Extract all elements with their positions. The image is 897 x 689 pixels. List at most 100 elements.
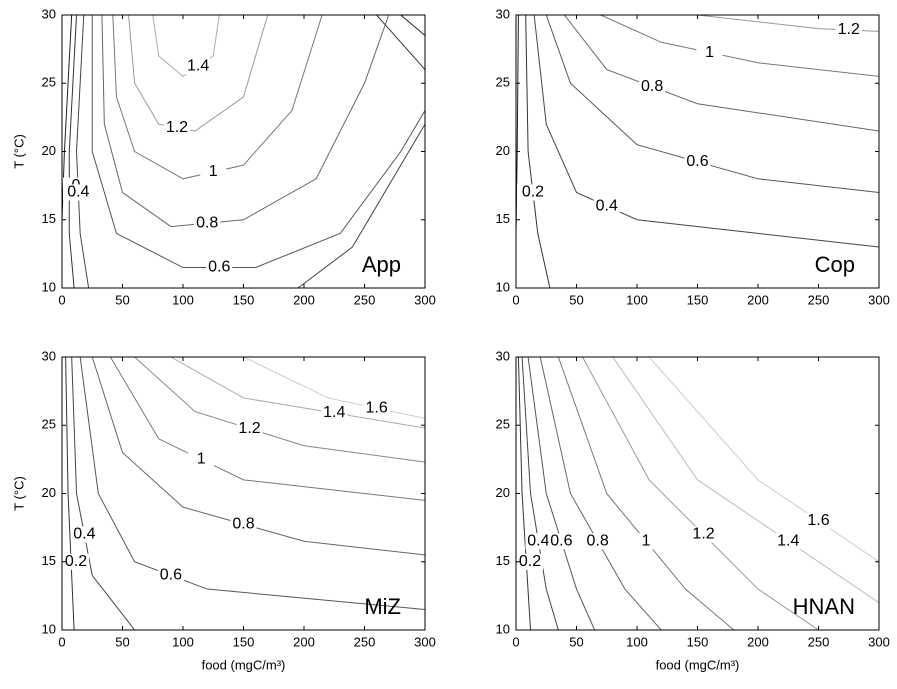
- plot-area: [62, 15, 425, 288]
- label-bg: [517, 553, 543, 570]
- label-bg: [65, 184, 92, 201]
- panel-name: HNAN: [793, 594, 855, 619]
- label-bg: [684, 153, 711, 170]
- label-bg: [548, 533, 575, 550]
- x-tick-label: 0: [512, 292, 519, 307]
- label-bg: [157, 567, 184, 584]
- panel-name: MiZ: [364, 594, 401, 619]
- x-tick-label: 200: [747, 634, 769, 649]
- x-tick-label: 50: [115, 292, 129, 307]
- contour-label: 1.4: [323, 404, 345, 421]
- x-tick-label: 150: [233, 292, 255, 307]
- contour-label: 1.2: [838, 21, 860, 38]
- contour-line: [564, 15, 879, 132]
- label-bg: [363, 400, 390, 417]
- label-bg: [185, 58, 212, 75]
- y-tick-label: 10: [42, 621, 56, 636]
- x-tick-label: 100: [626, 634, 648, 649]
- x-axis-label: food (mgC/m³): [202, 657, 286, 672]
- contour-label: 1.6: [365, 399, 387, 416]
- x-tick-label: 150: [687, 292, 709, 307]
- label-bg: [525, 533, 552, 550]
- label-bg: [639, 78, 666, 95]
- x-tick-label: 300: [868, 634, 890, 649]
- x-tick-label: 300: [414, 634, 436, 649]
- panel-name: App: [362, 252, 401, 277]
- contour-line: [62, 15, 425, 220]
- label-bg: [696, 44, 723, 61]
- contour-line: [517, 357, 532, 630]
- contour-label: 1.2: [238, 420, 260, 437]
- contour-label: 0.6: [160, 567, 182, 584]
- y-tick-label: 30: [42, 6, 56, 21]
- y-tick-label: 30: [496, 6, 510, 21]
- contour-line: [539, 357, 662, 630]
- y-tick-label: 15: [42, 211, 56, 226]
- contour-line: [527, 357, 596, 630]
- x-tick-label: 50: [115, 634, 129, 649]
- contour-label: 1.6: [807, 512, 829, 529]
- contour-line: [68, 15, 425, 288]
- contour-line: [109, 357, 425, 501]
- plot-area: [65, 357, 425, 630]
- x-tick-label: 50: [569, 634, 583, 649]
- contour-line: [557, 357, 735, 630]
- contour-line: [612, 357, 879, 604]
- contour-label: 1.4: [777, 532, 799, 549]
- contour-label: 0.4: [67, 184, 89, 201]
- y-tick-label: 20: [42, 143, 56, 158]
- contour-label: 0.6: [686, 153, 708, 170]
- contour-label: 0.8: [587, 532, 609, 549]
- y-tick-label: 10: [42, 279, 56, 294]
- label-bg: [633, 533, 660, 550]
- label-bg: [593, 198, 620, 215]
- y-axis-label: T (°C): [11, 134, 26, 169]
- contour-labels: 00.20.40.60.811.21.4: [63, 57, 233, 276]
- y-axis-label: T (°C): [11, 476, 26, 511]
- label-bg: [200, 163, 227, 180]
- y-tick-label: 20: [496, 143, 510, 158]
- x-tick-label: 250: [354, 634, 376, 649]
- x-tick-label: 50: [569, 292, 583, 307]
- contour-line: [79, 357, 425, 611]
- label-bg: [236, 420, 263, 437]
- label-bg: [584, 533, 611, 550]
- label-bg: [194, 215, 221, 232]
- y-tick-label: 25: [42, 417, 56, 432]
- contour-label: 0.2: [519, 553, 541, 570]
- x-tick-label: 100: [626, 292, 648, 307]
- contour-label: 1: [197, 451, 206, 468]
- label-bg: [519, 184, 546, 201]
- x-tick-label: 0: [58, 634, 65, 649]
- x-tick-label: 0: [58, 292, 65, 307]
- contour-labels: 00.20.40.60.811.2: [517, 21, 862, 214]
- axes-box: [61, 14, 426, 289]
- x-tick-label: 150: [233, 634, 255, 649]
- x-tick-label: 200: [293, 292, 315, 307]
- x-tick-label: 250: [808, 292, 830, 307]
- y-tick-label: 25: [496, 75, 510, 90]
- label-bg: [163, 119, 190, 136]
- label-bg: [835, 22, 862, 39]
- label-bg: [230, 516, 257, 533]
- x-tick-label: 300: [868, 292, 890, 307]
- contour-line: [243, 357, 425, 419]
- contour-line: [582, 357, 819, 630]
- contour-line: [101, 15, 390, 228]
- contour-line: [91, 357, 425, 556]
- y-tick-label: 25: [496, 417, 510, 432]
- y-tick-label: 30: [42, 348, 56, 363]
- label-bg: [690, 526, 717, 543]
- x-tick-label: 0: [512, 634, 519, 649]
- contour-line: [65, 357, 75, 630]
- contour-line: [525, 15, 551, 288]
- contour-label: 0.6: [550, 532, 572, 549]
- y-tick-label: 15: [496, 211, 510, 226]
- x-tick-label: 200: [293, 634, 315, 649]
- label-bg: [321, 404, 348, 421]
- contour-label: 0.4: [73, 526, 95, 543]
- contour-line: [112, 15, 323, 180]
- contour-label: 1: [642, 532, 651, 549]
